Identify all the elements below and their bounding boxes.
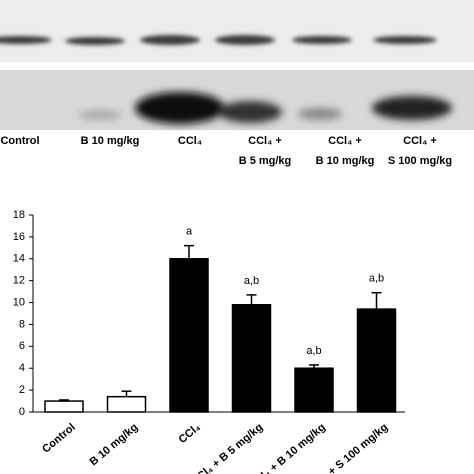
western-blot	[0, 0, 474, 130]
x-tick-label: Control	[40, 421, 78, 455]
y-tick-label: 18	[13, 209, 25, 221]
bar	[356, 308, 397, 413]
significance-label: a,b	[244, 275, 259, 287]
lane-label: CCl₄ +	[248, 135, 282, 147]
y-tick-label: 14	[13, 253, 25, 265]
y-tick-label: 8	[19, 318, 25, 330]
lane-label: S 100 mg/kg	[388, 155, 452, 167]
y-tick-label: 0	[19, 406, 25, 418]
y-tick-label: 16	[13, 231, 25, 243]
significance-label: a	[186, 226, 193, 238]
y-tick-label: 4	[19, 362, 25, 374]
y-tick-label: 12	[13, 275, 25, 287]
y-tick-label: 10	[13, 296, 25, 308]
lane-label: CCl₄ +	[403, 135, 437, 147]
blot-upper	[0, 0, 474, 62]
x-tick-label: CCl₄	[177, 421, 203, 446]
bar	[44, 400, 84, 413]
lane-label: CCl₄ +	[328, 135, 362, 147]
bar	[231, 303, 272, 413]
x-tick-label: B 10 mg/kg	[88, 421, 141, 468]
lane-label: B 10 mg/kg	[81, 135, 140, 147]
bar	[294, 367, 334, 413]
lane-label: Control	[0, 135, 39, 147]
bar	[106, 395, 147, 413]
significance-label: a,b	[306, 345, 321, 357]
y-tick-label: 2	[19, 384, 25, 396]
y-tick-label: 6	[19, 340, 25, 352]
bar	[169, 258, 209, 413]
lane-label: B 10 mg/kg	[316, 155, 375, 167]
lane-label: B 5 mg/kg	[239, 155, 292, 167]
significance-label: a,b	[369, 273, 384, 285]
lane-label: CCl₄	[178, 135, 202, 147]
